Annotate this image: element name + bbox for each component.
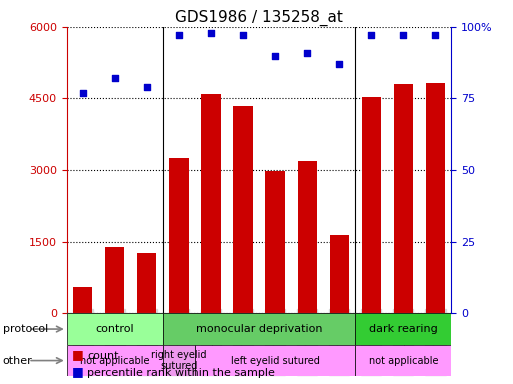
Bar bbox=[298, 161, 317, 313]
Bar bbox=[393, 84, 413, 313]
Bar bbox=[426, 83, 445, 313]
FancyBboxPatch shape bbox=[67, 345, 163, 376]
FancyBboxPatch shape bbox=[195, 345, 355, 376]
Title: GDS1986 / 135258_at: GDS1986 / 135258_at bbox=[175, 9, 343, 25]
Text: not applicable: not applicable bbox=[369, 356, 438, 366]
Bar bbox=[201, 94, 221, 313]
Point bbox=[367, 32, 376, 38]
Point bbox=[207, 30, 215, 36]
Point bbox=[303, 50, 311, 56]
Bar bbox=[265, 171, 285, 313]
Bar bbox=[169, 158, 189, 313]
Point bbox=[431, 32, 440, 38]
FancyBboxPatch shape bbox=[355, 345, 451, 376]
Text: count: count bbox=[87, 351, 119, 361]
Point bbox=[399, 32, 407, 38]
Text: left eyelid sutured: left eyelid sutured bbox=[231, 356, 320, 366]
Bar bbox=[233, 106, 252, 313]
FancyBboxPatch shape bbox=[163, 345, 195, 376]
Bar bbox=[362, 97, 381, 313]
Text: monocular deprivation: monocular deprivation bbox=[196, 324, 322, 334]
Text: dark rearing: dark rearing bbox=[369, 324, 438, 334]
Text: ■: ■ bbox=[72, 365, 84, 378]
Bar bbox=[137, 253, 156, 313]
Text: other: other bbox=[3, 356, 32, 366]
Text: not applicable: not applicable bbox=[80, 356, 149, 366]
Text: control: control bbox=[95, 324, 134, 334]
Point bbox=[111, 75, 119, 81]
Text: right eyelid
sutured: right eyelid sutured bbox=[151, 350, 207, 371]
FancyBboxPatch shape bbox=[67, 313, 163, 345]
Point bbox=[335, 61, 343, 67]
Text: protocol: protocol bbox=[3, 324, 48, 334]
Text: percentile rank within the sample: percentile rank within the sample bbox=[87, 368, 275, 378]
Bar bbox=[329, 235, 349, 313]
Bar bbox=[73, 287, 92, 313]
Point bbox=[239, 32, 247, 38]
FancyBboxPatch shape bbox=[355, 313, 451, 345]
Point bbox=[78, 90, 87, 96]
Text: ■: ■ bbox=[72, 348, 84, 361]
FancyBboxPatch shape bbox=[163, 313, 355, 345]
Bar bbox=[105, 247, 124, 313]
Point bbox=[271, 53, 279, 59]
Point bbox=[143, 84, 151, 90]
Point bbox=[175, 32, 183, 38]
